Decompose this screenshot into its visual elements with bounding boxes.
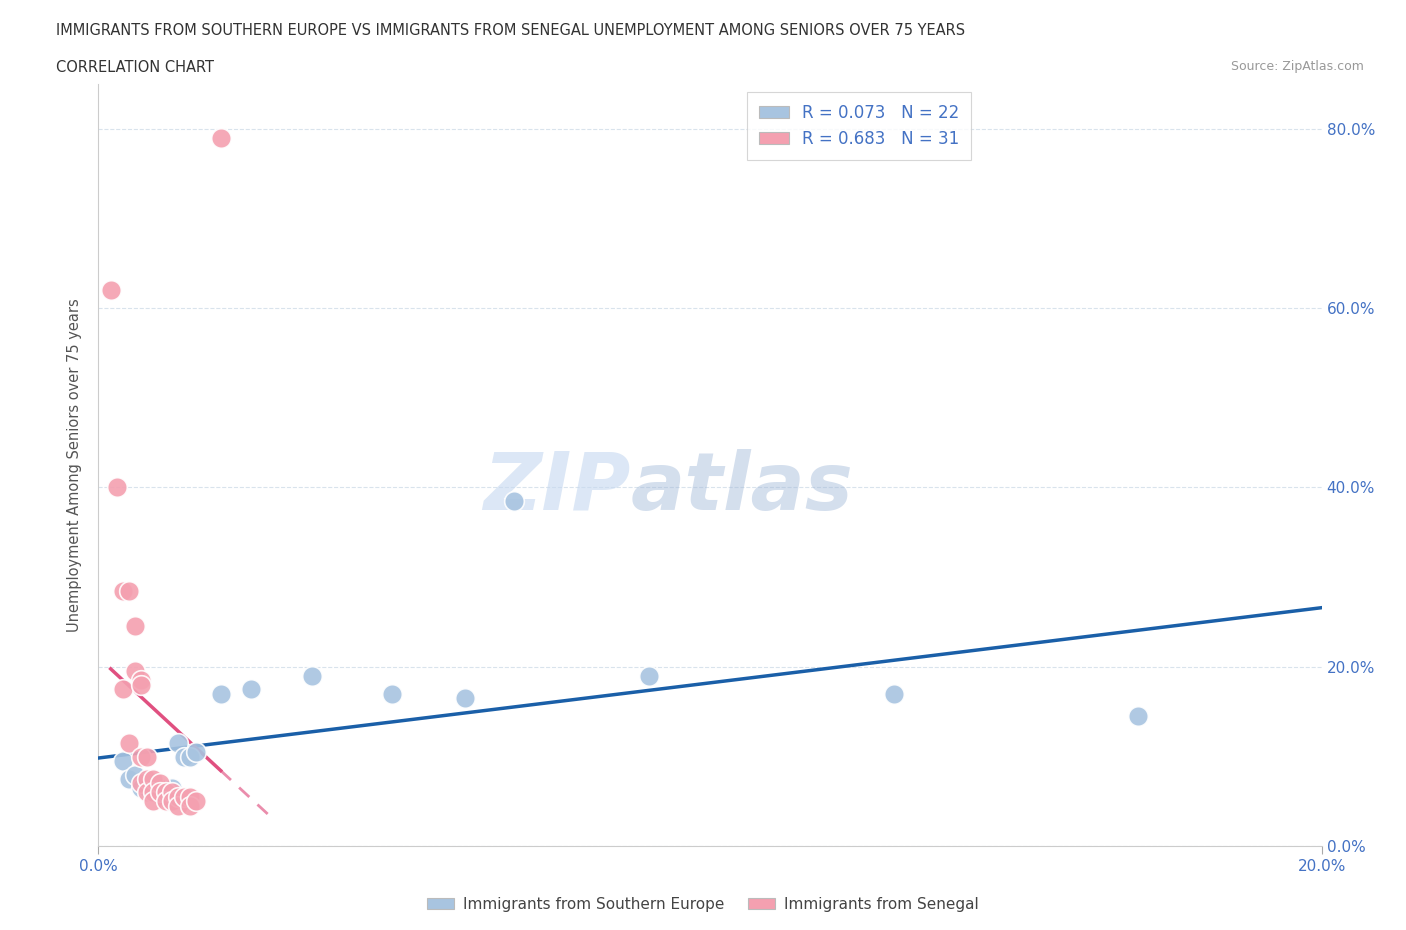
Point [503, 494, 526, 509]
Text: Source: ZipAtlas.com: Source: ZipAtlas.com [1230, 60, 1364, 73]
Point [142, 785, 165, 800]
Point [167, 736, 190, 751]
Point [124, 767, 146, 782]
Point [142, 772, 165, 787]
Point [129, 673, 152, 688]
Point [179, 799, 201, 814]
Point [124, 619, 146, 634]
Point [301, 669, 323, 684]
Point [209, 130, 232, 145]
Point [160, 785, 183, 800]
Point [118, 583, 141, 598]
Point [142, 794, 165, 809]
Point [167, 790, 190, 804]
Point [111, 583, 134, 598]
Point [179, 790, 201, 804]
Point [111, 682, 134, 697]
Point [136, 750, 159, 764]
Point [240, 682, 263, 697]
Point [142, 776, 165, 790]
Text: CORRELATION CHART: CORRELATION CHART [56, 60, 214, 75]
Y-axis label: Unemployment Among Seniors over 75 years: Unemployment Among Seniors over 75 years [67, 299, 83, 631]
Text: atlas: atlas [630, 449, 853, 527]
Text: IMMIGRANTS FROM SOUTHERN EUROPE VS IMMIGRANTS FROM SENEGAL UNEMPLOYMENT AMONG SE: IMMIGRANTS FROM SOUTHERN EUROPE VS IMMIG… [56, 23, 966, 38]
Point [129, 750, 152, 764]
Point [124, 664, 146, 679]
Point [179, 750, 201, 764]
Point [454, 691, 477, 706]
Point [167, 799, 190, 814]
Point [1128, 709, 1150, 724]
Point [173, 750, 195, 764]
Point [129, 780, 152, 795]
Point [105, 480, 128, 495]
Point [160, 794, 183, 809]
Point [136, 772, 159, 787]
Point [186, 745, 208, 760]
Point [149, 785, 172, 800]
Point [129, 677, 152, 692]
Point [160, 780, 183, 795]
Text: ZIP: ZIP [484, 449, 630, 527]
Point [186, 794, 208, 809]
Legend: Immigrants from Southern Europe, Immigrants from Senegal: Immigrants from Southern Europe, Immigra… [420, 891, 986, 918]
Point [173, 790, 195, 804]
Point [118, 772, 141, 787]
Point [149, 776, 172, 790]
Point [100, 283, 122, 298]
Point [118, 736, 141, 751]
Point [111, 753, 134, 768]
Legend: R = 0.073   N = 22, R = 0.683   N = 31: R = 0.073 N = 22, R = 0.683 N = 31 [747, 92, 970, 160]
Point [149, 780, 172, 795]
Point [209, 686, 232, 701]
Point [155, 785, 177, 800]
Point [883, 686, 905, 701]
Point [381, 686, 404, 701]
Point [129, 776, 152, 790]
Point [637, 669, 661, 684]
Point [155, 790, 177, 804]
Point [155, 794, 177, 809]
Point [136, 785, 159, 800]
Point [136, 780, 159, 795]
